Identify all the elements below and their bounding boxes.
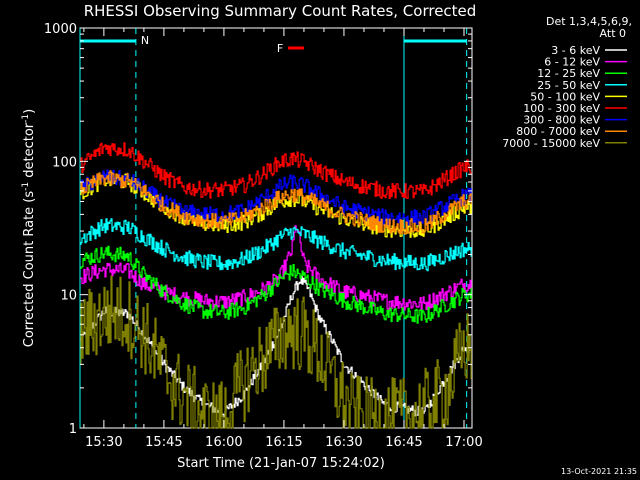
y-axis-label: Corrected Count Rate (s-1 detector-1) — [21, 109, 37, 347]
x-tick-label: 17:00 — [445, 435, 482, 450]
tick-layer: 1 10 100 1000 15:30 15:45 16:00 16:15 16:30 16:45… — [44, 22, 483, 450]
series-line — [80, 218, 472, 272]
x-axis-label: Start Time (21-Jan-07 15:24:02) — [177, 456, 385, 471]
legend-entry-label: 7000 - 15000 keV — [502, 137, 600, 150]
series-line — [80, 245, 472, 324]
legend-entry-label: 12 - 25 keV — [537, 67, 600, 80]
y-tick-label: 10 — [60, 289, 77, 304]
x-tick-label: 16:45 — [385, 435, 422, 450]
legend-entry-label: 6 - 12 keV — [544, 56, 600, 69]
x-tick-label: 16:15 — [265, 435, 302, 450]
x-tick-label: 16:30 — [325, 435, 362, 450]
y-tick-label: 1000 — [44, 22, 77, 37]
y-tick-label: 1 — [69, 422, 77, 437]
legend-header-line2: Att 0 — [600, 27, 626, 40]
legend-entry-label: 100 - 300 keV — [523, 102, 600, 115]
legend-entry-label: 300 - 800 keV — [523, 114, 600, 127]
legend-entry-label: 800 - 7000 keV — [516, 125, 600, 138]
generation-timestamp: 13-Oct-2021 21:35 — [561, 467, 637, 476]
series-line — [80, 275, 472, 429]
x-tick-label: 16:00 — [205, 435, 242, 450]
legend-entry-label: 25 - 50 keV — [537, 79, 600, 92]
series-layer — [80, 142, 472, 429]
annotation-layer — [79, 28, 468, 428]
plot-frame — [79, 27, 473, 429]
legend-header-line1: Det 1,3,4,5,6,9, — [546, 15, 632, 28]
series-line — [80, 142, 472, 199]
chart-title: RHESSI Observing Summary Count Rates, Co… — [84, 2, 477, 20]
x-tick-label: 15:30 — [85, 435, 122, 450]
night-label: N — [141, 34, 149, 47]
y-tick-label: 100 — [52, 155, 77, 170]
legend-entry-label: 50 - 100 keV — [530, 90, 600, 103]
x-tick-label: 15:45 — [145, 435, 182, 450]
flare-label: F — [277, 42, 283, 55]
series-line — [80, 225, 472, 311]
series-line — [80, 170, 472, 235]
legend-entry-label: 3 - 6 keV — [551, 44, 600, 57]
